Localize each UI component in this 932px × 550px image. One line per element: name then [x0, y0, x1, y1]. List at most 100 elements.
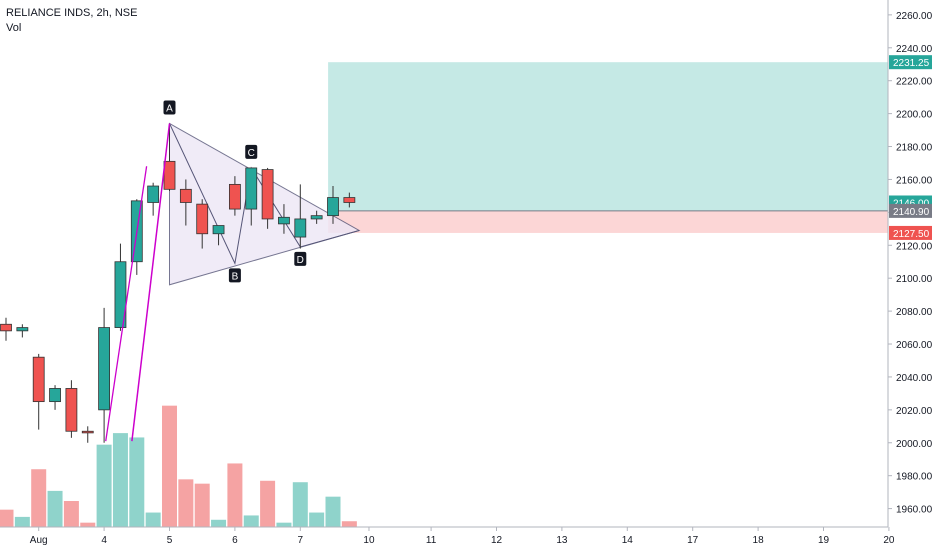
time-tick-label: 18	[753, 535, 765, 546]
volume-bar	[0, 509, 14, 527]
stop-zone	[328, 210, 889, 233]
pattern-labels: A B C D	[163, 100, 307, 283]
volume-label: Vol	[6, 22, 22, 34]
price-tick-label: 1960.00	[896, 505, 932, 516]
volume-bar	[14, 516, 30, 527]
volume-bar	[194, 483, 210, 527]
volume-bar	[276, 522, 292, 527]
target-zone	[328, 62, 889, 211]
zigzag-segment	[131, 123, 171, 442]
symbol-title[interactable]: RELIANCE INDS, 2h, NSE	[6, 7, 138, 19]
candle-body	[294, 218, 307, 238]
price-tag	[889, 203, 932, 218]
price-tick-label: 2080.00	[896, 307, 932, 318]
position-zones	[328, 62, 889, 233]
volume-bar	[309, 512, 325, 527]
candle-body	[98, 327, 110, 411]
price-tick-label: 2100.00	[896, 274, 932, 285]
candle-body	[261, 169, 274, 220]
volume-bar	[129, 437, 145, 527]
pattern-point-badge	[245, 144, 258, 159]
price-tag	[889, 225, 932, 240]
volume-bar	[211, 519, 227, 527]
time-tick-label: 5	[167, 535, 173, 546]
price-tag	[889, 55, 932, 70]
price-tag-label: 2140.90	[893, 207, 930, 218]
price-tag-label: 2231.25	[893, 58, 930, 69]
price-tick-label: 2180.00	[896, 143, 932, 154]
candle-body	[114, 261, 127, 328]
time-tick-label: 14	[622, 535, 634, 546]
volume-bar	[341, 521, 357, 527]
time-tick-label: 10	[363, 535, 375, 546]
pattern-point-label: B	[232, 271, 239, 282]
price-tag-label: 2127.50	[893, 229, 930, 240]
candle-body	[245, 167, 258, 210]
price-tick-label: 2220.00	[896, 77, 932, 88]
price-tick-label: 2260.00	[896, 11, 932, 22]
price-tick-label: 1980.00	[896, 472, 932, 483]
pattern-point-label: C	[248, 148, 255, 159]
time-tick-label: 7	[298, 535, 304, 546]
volume-bar	[96, 444, 112, 527]
price-tick-label: 2160.00	[896, 175, 932, 186]
chart-legend: RELIANCE INDS, 2h, NSE Vol	[6, 6, 137, 36]
volume-bars	[0, 405, 357, 527]
candle-body	[49, 388, 61, 403]
time-tick-label: 11	[426, 535, 437, 546]
volume-bar	[31, 469, 47, 527]
time-tick-label: 13	[556, 535, 568, 546]
time-tick-label: 12	[491, 535, 503, 546]
price-tick-label: 2060.00	[896, 340, 932, 351]
volume-bar	[178, 479, 194, 527]
candle-body	[228, 183, 241, 210]
time-tick-label: 6	[232, 535, 238, 546]
pattern-point-badge	[163, 100, 176, 115]
time-tick-label: 19	[818, 535, 830, 546]
candle-body	[310, 215, 323, 220]
candle-body	[327, 197, 339, 217]
time-axis[interactable]: Aug 4 5 6 7 10 11 12 13 14 17 18 19 20	[30, 527, 895, 546]
time-tick-label: 20	[883, 535, 895, 546]
volume-bar	[243, 515, 259, 527]
pattern-point-label: D	[297, 255, 304, 266]
price-tick-label: 2200.00	[896, 110, 932, 121]
time-tick-label: 4	[101, 535, 107, 546]
volume-bar	[63, 501, 79, 527]
candle-body	[0, 323, 12, 332]
candle-body	[16, 327, 29, 332]
candle-body	[343, 197, 356, 203]
volume-bar	[162, 405, 177, 527]
candle-body	[147, 185, 160, 203]
zigzag-segment	[105, 166, 148, 442]
pattern-point-label: A	[166, 103, 173, 114]
volume-bar	[227, 463, 243, 527]
candle-body	[196, 203, 209, 235]
price-tick-label: 2000.00	[896, 439, 932, 450]
volume-bar	[325, 496, 341, 527]
volume-bar	[292, 482, 308, 527]
pattern-point-badge	[294, 251, 307, 266]
pattern-point-badge	[228, 268, 241, 283]
volume-bar	[112, 433, 128, 527]
time-tick-label: 17	[687, 535, 699, 546]
candle-body	[278, 216, 290, 225]
price-tick-label: 2040.00	[896, 373, 932, 384]
price-tick-label: 2240.00	[896, 44, 932, 55]
candle-body	[179, 188, 192, 203]
volume-bar	[260, 480, 276, 527]
volume-bar	[80, 522, 96, 527]
volume-bar	[145, 512, 161, 527]
price-axis[interactable]: 1960.00 1980.00 2000.00 2020.00 2040.00 2060.…	[0, 0, 932, 528]
candle-body	[163, 160, 176, 190]
time-tick-label: Aug	[30, 535, 48, 546]
candle-body	[32, 356, 45, 403]
zigzag-line	[105, 123, 171, 442]
price-tick-label: 2120.00	[896, 241, 932, 252]
volume-bar	[47, 490, 63, 527]
candle-body	[212, 225, 225, 235]
price-tick-label: 2020.00	[896, 406, 932, 417]
candle-body	[81, 430, 94, 434]
